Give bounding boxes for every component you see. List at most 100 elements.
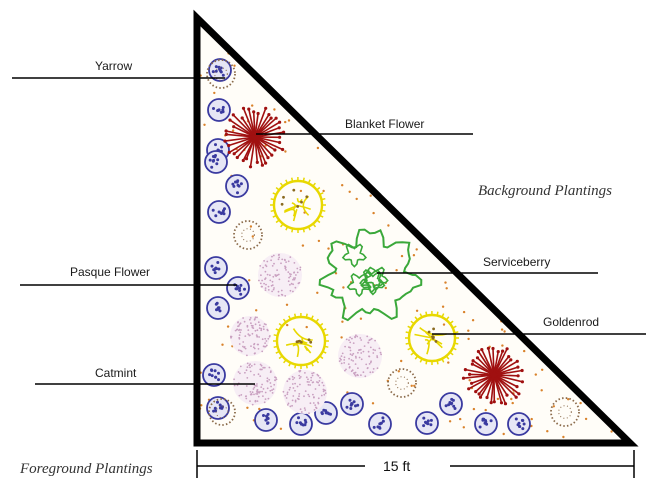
yarrow-ring-plant	[208, 398, 236, 426]
pasque-pink-plant	[338, 334, 382, 378]
mulch-dot	[445, 287, 448, 290]
mulch-dot	[221, 343, 224, 346]
goldenrod-yellow-plant	[270, 177, 326, 233]
mulch-dot	[384, 286, 387, 290]
mulch-dot	[255, 309, 258, 312]
catmint-blue-plant	[202, 363, 226, 387]
mulch-dot	[200, 404, 203, 407]
catmint-blue-plant	[204, 256, 228, 280]
mulch-dot	[523, 349, 526, 353]
catmint-blue-plant	[368, 412, 392, 436]
mulch-dot	[246, 406, 249, 409]
label-goldenrod: Goldenrod	[543, 315, 599, 329]
mulch-dot	[327, 247, 330, 250]
mulch-dot	[415, 309, 419, 312]
mulch-dot	[317, 239, 321, 243]
catmint-blue-plant	[225, 174, 249, 198]
label-pasque-flower: Pasque Flower	[70, 265, 150, 279]
mulch-dot	[468, 379, 471, 382]
mulch-dot	[284, 120, 287, 124]
mulch-dot	[203, 123, 206, 127]
leader-lines	[12, 77, 646, 385]
mulch-dot	[371, 402, 375, 405]
mulch-dot	[534, 373, 537, 376]
dimension-line	[196, 450, 635, 478]
mulch-dot	[279, 427, 283, 430]
dimension-label: 15 ft	[383, 458, 410, 474]
mulch-dot	[501, 344, 504, 347]
mulch-dot	[341, 184, 344, 187]
label-catmint: Catmint	[95, 366, 137, 380]
mulch-dot	[213, 91, 216, 95]
mulch-dot	[484, 408, 487, 412]
mulch-dot	[316, 291, 319, 294]
mulch-dot	[355, 197, 358, 201]
catmint-blue-plant	[507, 412, 531, 436]
goldenrod-yellow-plant	[405, 311, 459, 365]
mulch-dot	[299, 189, 303, 193]
yarrow-ring-plant	[550, 397, 580, 427]
label-serviceberry: Serviceberry	[483, 255, 550, 269]
blanket-flower-red-plant	[461, 346, 525, 406]
bed-outline	[193, 9, 639, 447]
mulch-dot	[503, 330, 506, 333]
mulch-dot	[540, 389, 543, 392]
catmint-blue-plant	[254, 408, 278, 432]
mulch-dot	[441, 305, 445, 308]
catmint-blue-plant	[206, 296, 230, 320]
catmint-blue-plant	[204, 150, 228, 174]
mulch-dot	[301, 244, 305, 247]
mulch-dot	[233, 64, 236, 67]
catmint-blue-plant	[439, 392, 463, 416]
catmint-blue-plant	[207, 98, 231, 122]
mulch-dot	[251, 104, 254, 107]
mulch-dot	[442, 323, 446, 326]
mulch-dot	[249, 225, 253, 228]
mulch-dot	[530, 417, 533, 421]
mulch-dot	[348, 190, 351, 193]
pasque-pink-plant	[233, 361, 278, 406]
mulch-dot	[342, 286, 345, 289]
plant-symbols	[202, 58, 580, 436]
mulch-dot	[359, 317, 363, 320]
label-blanket-flower: Blanket Flower	[345, 117, 424, 131]
mulch-dot	[400, 359, 403, 363]
mulch-dot	[546, 430, 549, 433]
mulch-dot	[467, 329, 470, 332]
mulch-dot	[322, 189, 325, 193]
mulch-dot	[387, 224, 390, 227]
mulch-dot	[584, 417, 588, 421]
mulch-dot	[500, 328, 504, 331]
mulch-dot	[226, 325, 230, 328]
mulch-dot	[579, 401, 582, 405]
mulch-dot	[397, 370, 400, 373]
catmint-blue-plant	[415, 411, 439, 435]
pasque-pink-plant	[258, 253, 302, 297]
mulch-dot	[286, 323, 289, 327]
mulch-dot	[472, 407, 476, 411]
mulch-dot	[462, 426, 465, 429]
mulch-dot	[471, 319, 475, 322]
mulch-dot	[562, 435, 565, 439]
catmint-blue-plant	[474, 412, 498, 436]
mulch-dot	[510, 397, 513, 401]
yarrow-ring-plant	[387, 368, 417, 398]
background-plantings-label: Background Plantings	[478, 183, 612, 199]
mulch-dot	[502, 432, 505, 436]
foreground-plantings-label: Foreground Plantings	[19, 461, 153, 477]
mulch-dot	[284, 150, 287, 153]
mulch-dot	[400, 254, 404, 258]
mulch-dot	[251, 235, 254, 238]
mulch-dot	[415, 248, 418, 251]
mulch-dot	[372, 211, 375, 215]
mulch-dot	[467, 337, 470, 341]
mulch-dot	[448, 420, 452, 423]
mulch-dot	[285, 303, 289, 306]
goldenrod-yellow-plant	[273, 313, 329, 369]
mulch-dot	[541, 368, 544, 371]
yarrow-ring-plant	[233, 220, 263, 250]
catmint-blue-plant	[226, 276, 250, 300]
catmint-blue-plant	[340, 392, 364, 416]
mulch-dot	[287, 119, 291, 122]
